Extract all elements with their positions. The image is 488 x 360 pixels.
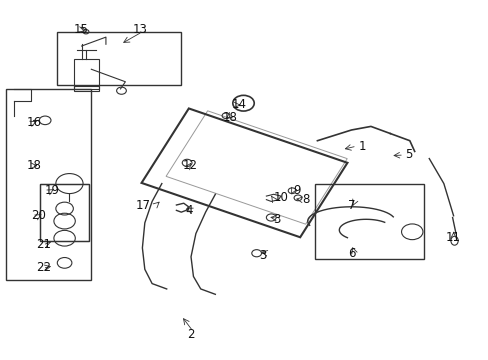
Bar — [57, 32, 181, 85]
Text: 7: 7 — [347, 198, 354, 212]
Bar — [74, 86, 99, 91]
Text: 5: 5 — [404, 148, 411, 162]
Bar — [6, 89, 91, 280]
Text: 3: 3 — [272, 213, 280, 226]
Text: 15: 15 — [73, 23, 88, 36]
Text: 12: 12 — [183, 159, 197, 172]
Text: 13: 13 — [132, 23, 147, 36]
Text: 8: 8 — [301, 193, 308, 206]
Bar — [40, 184, 89, 241]
Text: 17: 17 — [136, 198, 151, 212]
Text: 14: 14 — [231, 99, 246, 112]
Text: 21: 21 — [36, 238, 51, 251]
Text: 22: 22 — [36, 261, 51, 274]
Bar — [314, 184, 424, 258]
Text: 18: 18 — [222, 111, 237, 124]
Text: 18: 18 — [27, 159, 41, 172]
Bar — [40, 184, 89, 241]
Text: 10: 10 — [273, 192, 288, 204]
Text: 11: 11 — [445, 231, 460, 244]
Text: 6: 6 — [347, 247, 354, 260]
Text: 2: 2 — [187, 328, 194, 341]
Text: 4: 4 — [185, 204, 192, 217]
Text: 1: 1 — [358, 140, 366, 153]
Text: 19: 19 — [44, 184, 59, 197]
Bar — [74, 59, 99, 89]
Text: 3: 3 — [259, 248, 266, 261]
Text: 20: 20 — [31, 209, 46, 222]
Text: 16: 16 — [27, 116, 41, 129]
Text: 9: 9 — [292, 184, 300, 197]
